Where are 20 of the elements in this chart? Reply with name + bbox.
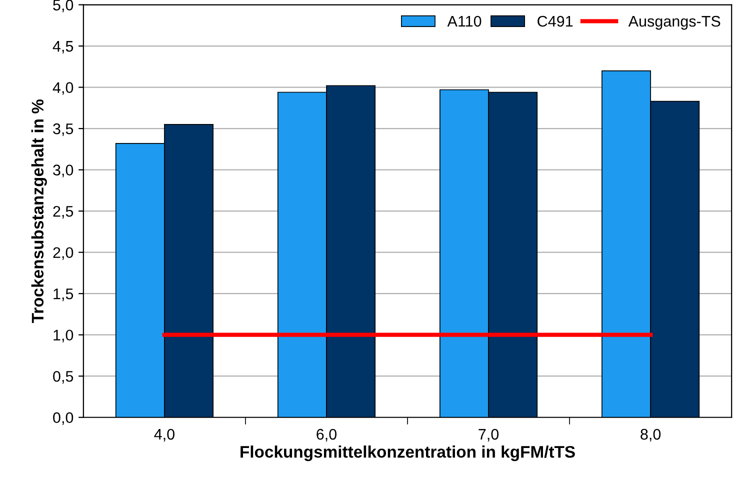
y-tick-label: 1,5	[54, 288, 74, 302]
legend-label: Ausgangs-TS	[628, 16, 720, 30]
y-axis-title: Trockensubstanzgehalt in %	[31, 99, 47, 323]
y-tick-label: 3,5	[53, 123, 74, 136]
x-tick-label: 4,0	[154, 428, 174, 442]
y-tick-label: 2,5	[53, 206, 74, 219]
x-tick-label: 6,0	[316, 428, 337, 442]
legend-label: A110	[447, 16, 482, 27]
y-tick-label: 4,0	[52, 82, 74, 95]
x-axis-title: Flockungsmittelkonzentration in kgFM/tTS	[240, 446, 575, 462]
y-tick-label: 4,5	[52, 41, 74, 54]
y-tick-label: 2,0	[53, 247, 74, 260]
x-tick-label: 7,0	[478, 428, 499, 442]
y-tick-label: 0,5	[53, 370, 74, 384]
y-tick-label: 1,0	[54, 330, 74, 342]
y-tick-label: 5,0	[53, 0, 74, 12]
y-tick-label: 0,0	[53, 412, 74, 425]
x-tick-label: 8,0	[640, 428, 661, 442]
y-tick-label: 3,0	[53, 164, 74, 178]
legend-label: C491	[538, 16, 573, 27]
